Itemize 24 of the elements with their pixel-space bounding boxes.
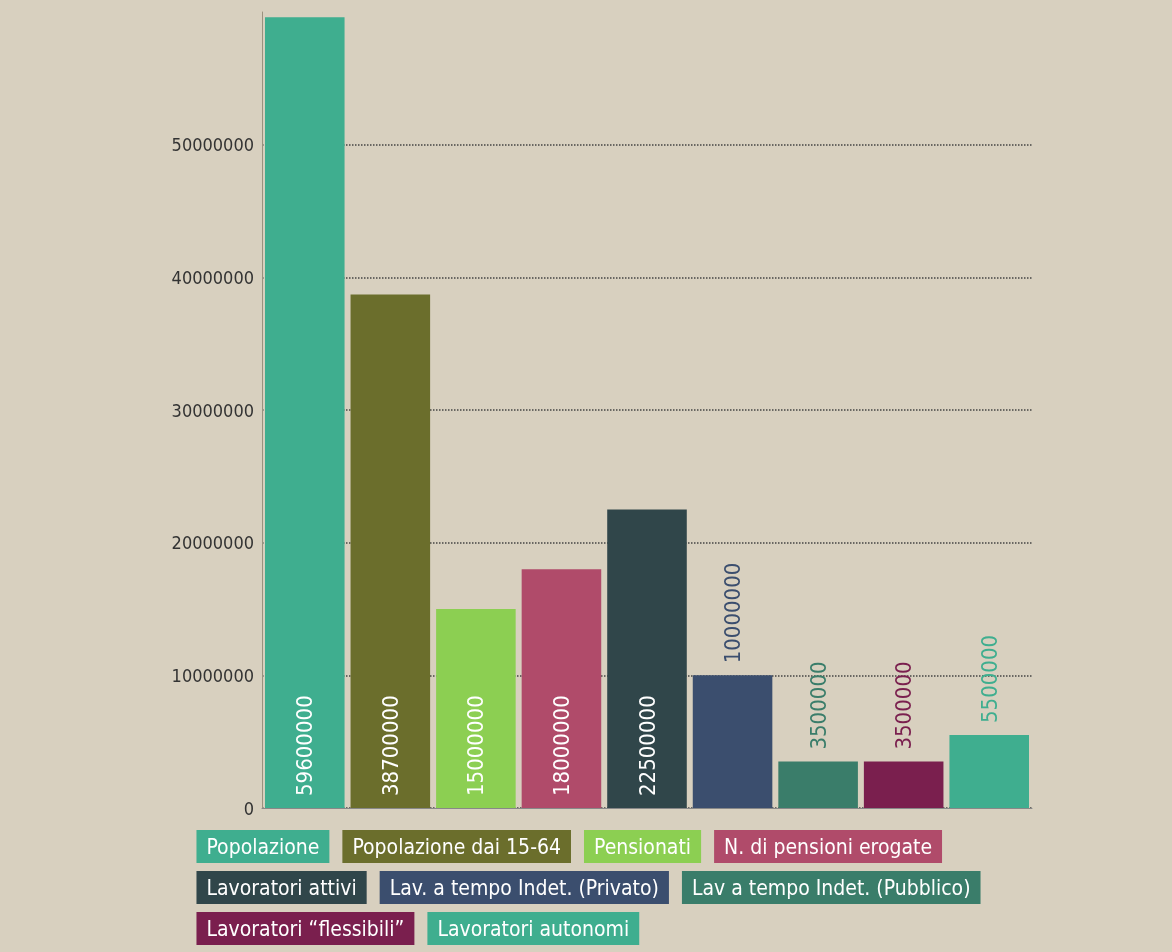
text: N. di pensioni erogate: [724, 834, 933, 859]
data-label: 22500000: [634, 695, 660, 796]
data-label: 5500000: [976, 634, 1002, 724]
y-tick-label: 10000000: [171, 664, 254, 686]
series-label: Popolazione dai 15-64: [352, 834, 561, 859]
y-tick-label: 50000000: [171, 134, 254, 156]
data-label: 15000000: [463, 695, 489, 796]
text: Lavoratori attivi: [206, 875, 357, 900]
data-label: 3500000: [891, 661, 917, 750]
data-label: 59600000: [292, 695, 318, 796]
text: Lav. a tempo Indet. (Privato): [389, 875, 659, 900]
data-label: 18000000: [548, 695, 574, 796]
text: Lav a tempo Indet. (Pubblico): [691, 875, 971, 900]
text: Lavoratori autonomi: [437, 916, 630, 941]
y-tick-label: 0: [243, 797, 254, 819]
data-label: 10000000: [720, 562, 746, 664]
y-tick-label: 30000000: [171, 399, 254, 421]
series-label: Popolazione: [206, 834, 320, 859]
text: Lavoratori “flessibili”: [206, 916, 405, 941]
text: Pensionati: [593, 834, 692, 859]
y-tick-label: 40000000: [171, 266, 254, 288]
y-tick-label: 20000000: [171, 532, 254, 554]
data-label: 3500000: [805, 661, 831, 750]
data-label: 38700000: [377, 695, 403, 796]
